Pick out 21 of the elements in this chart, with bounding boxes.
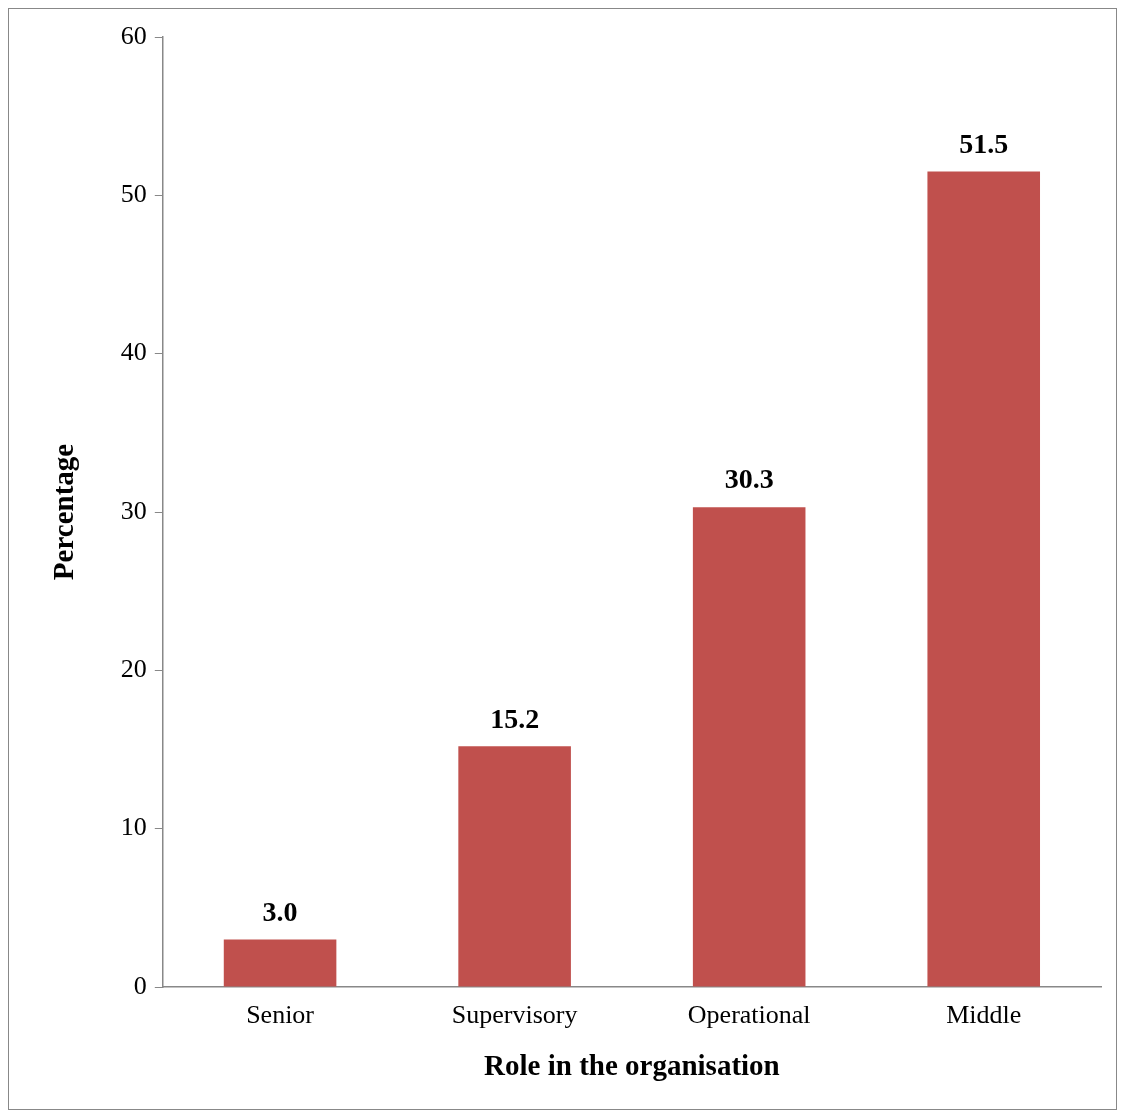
bar xyxy=(458,746,571,987)
x-tick-label: Supervisory xyxy=(451,1000,578,1030)
x-tick-label: Middle xyxy=(946,1000,1022,1030)
y-tick-label: 50 xyxy=(120,179,147,209)
data-label: 30.3 xyxy=(724,463,774,495)
bar xyxy=(927,171,1041,987)
x-axis-title: Role in the organisation xyxy=(484,1049,780,1082)
data-label: 15.2 xyxy=(490,702,540,734)
y-tick-label: 10 xyxy=(120,812,147,842)
y-tick-label: 40 xyxy=(120,337,147,367)
y-tick-label: 60 xyxy=(120,20,147,50)
bar xyxy=(223,939,337,987)
y-axis-title: Percentage xyxy=(46,443,79,581)
y-tick-label: 0 xyxy=(133,970,147,1000)
x-tick-label: Operational xyxy=(687,1000,811,1030)
y-tick-label: 20 xyxy=(120,654,147,684)
data-label: 51.5 xyxy=(959,127,1009,159)
x-tick-label: Senior xyxy=(246,1000,315,1030)
y-tick-label: 30 xyxy=(120,495,147,525)
bar xyxy=(692,507,806,987)
data-label: 3.0 xyxy=(262,895,298,927)
